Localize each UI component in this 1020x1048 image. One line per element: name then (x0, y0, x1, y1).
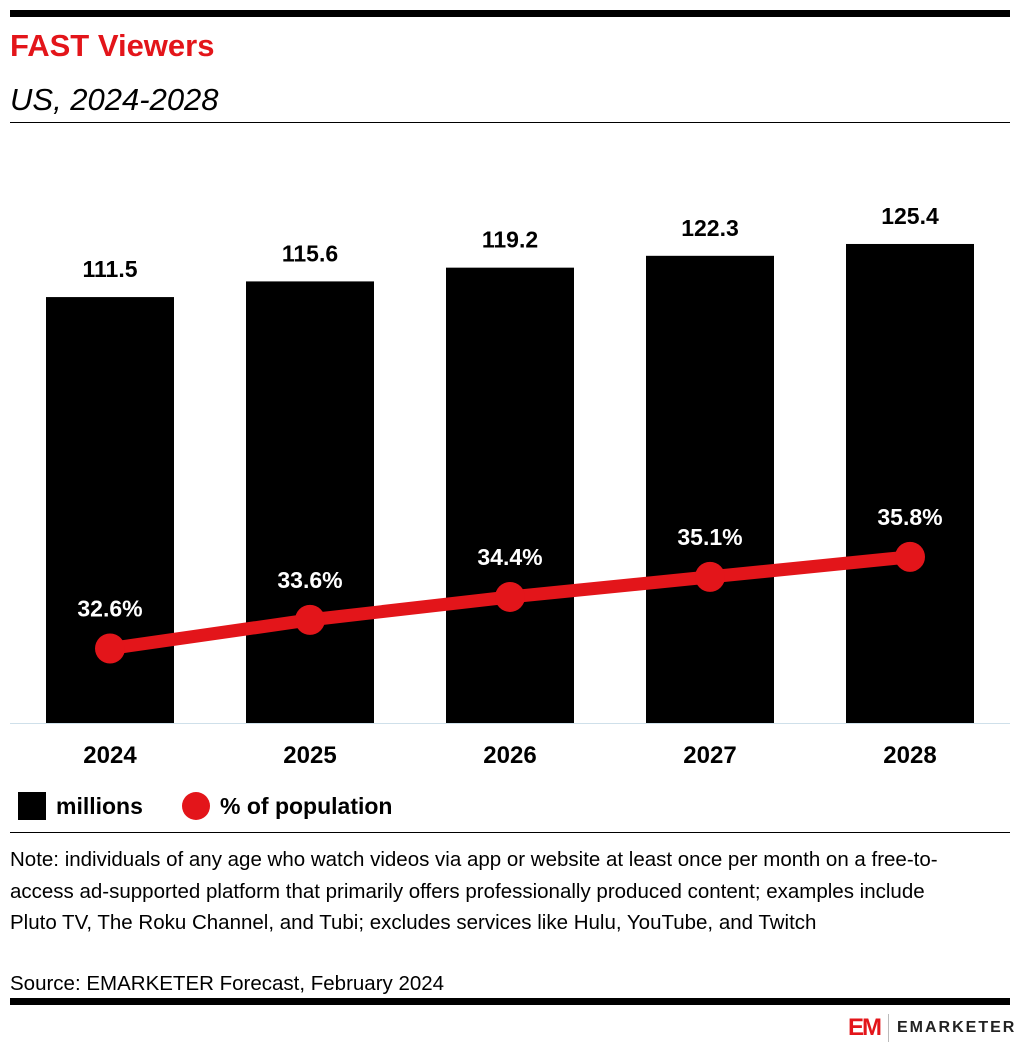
bar-label-2028: 125.4 (881, 203, 939, 229)
bottom-rule (10, 998, 1010, 1005)
pct-point-2025 (295, 604, 325, 635)
x-tick-2025: 2025 (283, 742, 336, 769)
bar-label-2024: 111.5 (82, 256, 137, 282)
bar-2026 (446, 267, 574, 723)
legend-label: millions (56, 792, 143, 819)
pct-point-2027 (695, 561, 725, 592)
pct-label-2025: 33.6% (277, 567, 342, 593)
pct-point-2026 (495, 581, 525, 612)
legend-swatch-bar (18, 792, 46, 820)
pct-point-2024 (95, 633, 125, 664)
bar-label-2027: 122.3 (681, 215, 739, 241)
logo-mark: EM (848, 1014, 889, 1042)
chart-subtitle: US, 2024-2028 (10, 82, 219, 117)
legend-item-pct: % of population (182, 792, 392, 820)
legend-label: % of population (220, 792, 393, 819)
source: Source: EMARKETER Forecast, February 202… (10, 972, 445, 995)
emarketer-logo: EM EMARKETER (848, 1014, 1016, 1042)
pct-label-2028: 35.8% (877, 504, 942, 530)
x-tick-2024: 2024 (83, 742, 137, 769)
plot-area: 111.5 2024 115.6 2025 119.2 2026 122.3 2027 125.… (10, 203, 1010, 769)
x-tick-2027: 2027 (683, 742, 736, 769)
pct-point-2028 (895, 541, 925, 572)
pct-label-2026: 34.4% (477, 544, 542, 570)
chart-title: FAST Viewers (10, 28, 215, 63)
x-tick-2026: 2026 (483, 742, 536, 769)
x-tick-2028: 2028 (883, 742, 936, 769)
bar-label-2026: 119.2 (482, 227, 538, 253)
title-divider (10, 122, 1010, 123)
pct-label-2027: 35.1% (677, 524, 742, 550)
legend-divider (10, 832, 1010, 833)
bar-2028 (846, 243, 974, 724)
note: Note: individuals of any age who watch v… (10, 848, 938, 934)
legend-item-millions: millions (18, 792, 143, 820)
pct-label-2024: 32.6% (77, 596, 142, 622)
legend-swatch-dot (182, 792, 210, 820)
logo-name: EMARKETER (897, 1019, 1017, 1036)
bar-2027 (646, 255, 774, 723)
bar-2025 (246, 281, 374, 723)
bar-label-2025: 115.6 (282, 240, 338, 266)
top-rule (10, 10, 1010, 17)
